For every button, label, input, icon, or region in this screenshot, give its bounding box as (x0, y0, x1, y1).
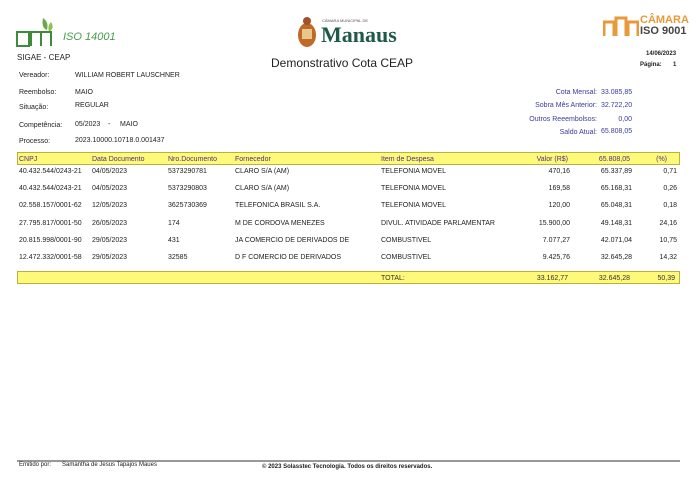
competencia-value: 05/2023 (75, 121, 101, 128)
table-cell: 29/05/2023 (92, 237, 128, 244)
table-cell: 32585 (168, 254, 188, 261)
table-cell: 5373290803 (168, 185, 207, 192)
table-cell: 24,16 (659, 220, 677, 227)
table-cell: 5373290781 (168, 168, 207, 175)
table-cell: 470,16 (548, 168, 570, 175)
table-cell: TELEFONIA MOVEL (381, 185, 446, 192)
competencia-month: MAIO (120, 121, 138, 128)
building-icon (603, 16, 639, 36)
processo-label: Processo: (19, 138, 51, 145)
table-cell: 42.071,04 (600, 237, 632, 244)
table-cell: 40.432.544/0243-21 (19, 185, 82, 192)
reembolso-label: Reembolso: (19, 89, 57, 96)
system-name: SIGAE - CEAP (17, 53, 71, 62)
vereador-label: Vereador: (19, 72, 50, 79)
table-cell: 65.337,89 (600, 168, 632, 175)
table-cell: 9.425,76 (542, 254, 570, 261)
table-cell: 04/05/2023 (92, 168, 128, 175)
saldo-value: 65.808,05 (601, 128, 633, 135)
saldo-label: Saldo Atual: (559, 129, 597, 136)
table-cell: 174 (168, 220, 180, 227)
table-cell: DIVUL. ATIVIDADE PARLAMENTAR (381, 220, 495, 227)
table-cell: 7.077,27 (542, 237, 570, 244)
cota-mensal-value: 33.085,85 (601, 89, 633, 96)
table-cell: 26/05/2023 (92, 220, 128, 227)
emitido-value: Samantha de Jesus Tapajos Maues (62, 462, 157, 468)
table-cell: COMBUSTIVEL (381, 254, 432, 261)
report-title: Demonstrativo Cota CEAP (271, 56, 414, 70)
table-cell: 0,26 (663, 185, 677, 192)
competencia-label: Competência: (19, 122, 63, 129)
leaf-logo-icon (16, 18, 53, 47)
situacao-label: Situação: (19, 104, 49, 111)
reembolso-value: MAIO (75, 89, 93, 96)
table-cell: 65.048,31 (600, 202, 632, 209)
outros-label: Outros Reeembolsos: (529, 116, 597, 123)
page-label: Página: (640, 62, 662, 68)
table-cell: 40.432.544/0243-21 (19, 168, 82, 175)
table-cell: 32.645,28 (600, 254, 632, 261)
table-cell: COMBUSTIVEL (381, 237, 432, 244)
table-cell: 3625730369 (168, 202, 207, 209)
table-cell: 12/05/2023 (92, 202, 128, 209)
copyright: © 2023 Solasstec Tecnologia. Todos os di… (262, 464, 433, 470)
table-cell: TELEFONICA BRASIL S.A. (235, 202, 321, 209)
table-cell: TELEFONIA MOVEL (381, 202, 446, 209)
camara-iso-9001-logo: CÂMARA ISO 9001 (603, 14, 693, 38)
table-cell: 169,58 (548, 185, 570, 192)
table-header: CNPJ Data Documento Nro.Documento Fornec… (17, 152, 680, 165)
table-cell: 65.168,31 (600, 185, 632, 192)
footer-divider (17, 460, 680, 462)
table-cell: CLARO S/A (AM) (235, 185, 290, 192)
table-cell: 0,71 (663, 168, 677, 175)
table-total-row: TOTAL: 33.162,77 32.645,28 50,39 (17, 271, 680, 284)
situacao-value: REGULAR (75, 102, 109, 109)
vereador-value: WILLIAM ROBERT LAUSCHNER (75, 72, 180, 79)
table-cell: 10,75 (659, 237, 677, 244)
table-cell: 120,00 (548, 202, 570, 209)
table-cell: 04/05/2023 (92, 185, 128, 192)
table-cell: 29/05/2023 (92, 254, 128, 261)
emitido-label: Emitido por: (19, 462, 52, 468)
table-cell: JA COMERCIO DE DERIVADOS DE (235, 237, 350, 244)
outros-value: 0,00 (618, 116, 632, 123)
page-number: 1 (673, 62, 677, 68)
sobra-label: Sobra Mês Anterior: (535, 102, 597, 109)
processo-value: 2023.10000.10718.0.001437 (75, 137, 165, 144)
iso-14001-text: ISO 14001 (63, 31, 116, 43)
coat-of-arms-icon (298, 17, 316, 47)
table-cell: 49.148,31 (600, 220, 632, 227)
table-cell: CLARO S/A (AM) (235, 168, 290, 175)
table-cell: 12.472.332/0001-58 (19, 254, 82, 261)
iso-14001-logo: ISO 14001 (15, 14, 116, 48)
table-cell: 20.815.998/0001-90 (19, 237, 82, 244)
table-cell: 0,18 (663, 202, 677, 209)
report-date: 14/06/2023 (646, 51, 677, 57)
table-cell: 27.795.817/0001-50 (19, 220, 82, 227)
cota-mensal-label: Cota Mensal: (555, 89, 597, 96)
camara-manaus-logo: CÂMARA MUNICIPAL DE Manaus (296, 16, 397, 48)
table-cell: TELEFONIA MOVEL (381, 168, 446, 175)
table-cell: 15.900,00 (538, 220, 570, 227)
competencia-separator: - (108, 121, 111, 128)
table-cell: D F COMERCIO DE DERIVADOS (235, 254, 342, 261)
table-cell: 431 (168, 237, 180, 244)
sobra-value: 32.722,20 (601, 102, 633, 109)
table-cell: 14,32 (659, 254, 677, 261)
table-cell: M DE CORDOVA MENEZES (235, 220, 325, 227)
table-cell: 02.558.157/0001-62 (19, 202, 82, 209)
